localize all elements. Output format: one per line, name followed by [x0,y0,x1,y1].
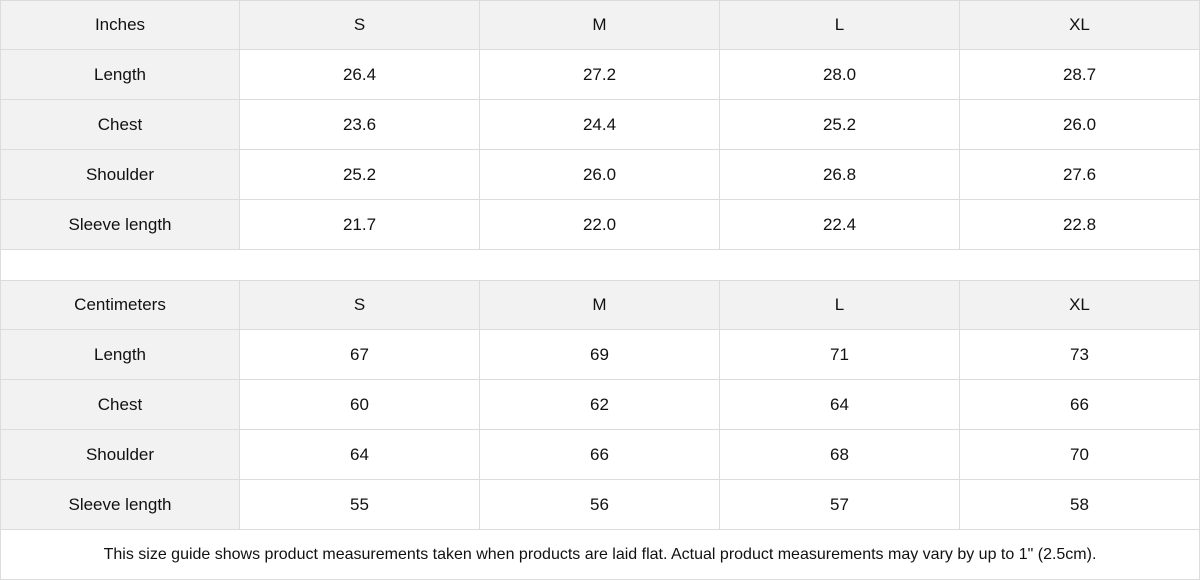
measurement-cell: 64 [240,430,480,480]
measurement-cell: 66 [960,380,1200,430]
size-header-xl: XL [960,280,1200,330]
size-header-m: M [480,280,720,330]
inches-table: Inches S M L XL Length 26.4 27.2 28.0 28.7 Chest 23… [0,0,1200,250]
measurement-cell: 69 [480,330,720,380]
measurement-cell: 60 [240,380,480,430]
row-label: Sleeve length [0,200,240,250]
measurement-cell: 22.0 [480,200,720,250]
size-guide-note: This size guide shows product measuremen… [0,530,1200,580]
row-label: Shoulder [0,150,240,200]
row-label: Chest [0,380,240,430]
measurement-cell: 26.8 [720,150,960,200]
size-header-l: L [720,280,960,330]
size-header-m: M [480,0,720,50]
centimeters-table: Centimeters S M L XL Length 67 69 71 73 Chest 60 62 6… [0,280,1200,530]
size-header-l: L [720,0,960,50]
unit-header: Centimeters [0,280,240,330]
measurement-cell: 67 [240,330,480,380]
measurement-cell: 64 [720,380,960,430]
measurement-cell: 70 [960,430,1200,480]
measurement-cell: 27.2 [480,50,720,100]
measurement-cell: 21.7 [240,200,480,250]
row-label: Shoulder [0,430,240,480]
size-header-s: S [240,0,480,50]
measurement-cell: 68 [720,430,960,480]
row-label: Length [0,50,240,100]
row-label: Length [0,330,240,380]
measurement-cell: 55 [240,480,480,530]
measurement-cell: 71 [720,330,960,380]
size-header-xl: XL [960,0,1200,50]
measurement-cell: 22.4 [720,200,960,250]
measurement-cell: 24.4 [480,100,720,150]
measurement-cell: 56 [480,480,720,530]
measurement-cell: 73 [960,330,1200,380]
measurement-cell: 28.0 [720,50,960,100]
measurement-cell: 62 [480,380,720,430]
measurement-cell: 26.0 [960,100,1200,150]
measurement-cell: 66 [480,430,720,480]
row-label: Chest [0,100,240,150]
measurement-cell: 23.6 [240,100,480,150]
measurement-cell: 26.0 [480,150,720,200]
measurement-cell: 22.8 [960,200,1200,250]
measurement-cell: 25.2 [720,100,960,150]
measurement-cell: 57 [720,480,960,530]
measurement-cell: 28.7 [960,50,1200,100]
unit-header: Inches [0,0,240,50]
table-spacer [0,250,1200,280]
row-label: Sleeve length [0,480,240,530]
size-header-s: S [240,280,480,330]
measurement-cell: 58 [960,480,1200,530]
measurement-cell: 27.6 [960,150,1200,200]
measurement-cell: 25.2 [240,150,480,200]
measurement-cell: 26.4 [240,50,480,100]
